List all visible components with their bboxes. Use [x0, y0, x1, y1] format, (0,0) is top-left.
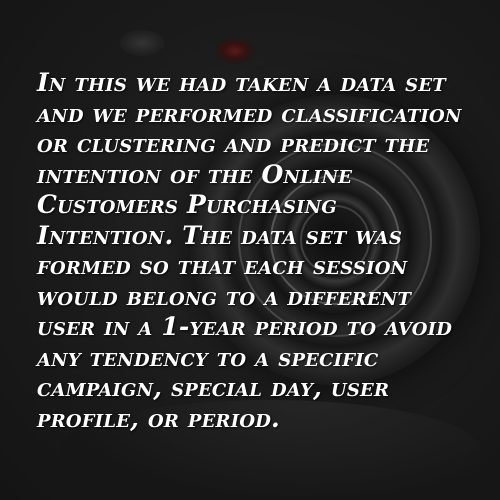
lens-ring-middle: [270, 175, 400, 305]
lens-ring-inner: [300, 205, 370, 275]
camera-body-shape: [60, 400, 480, 500]
camera-dial-icon: [215, 38, 255, 64]
lens-ring-outer: [238, 143, 432, 337]
camera-knob-icon: [120, 30, 164, 56]
overlay-paragraph: In this we had taken a data set and we p…: [37, 68, 462, 433]
